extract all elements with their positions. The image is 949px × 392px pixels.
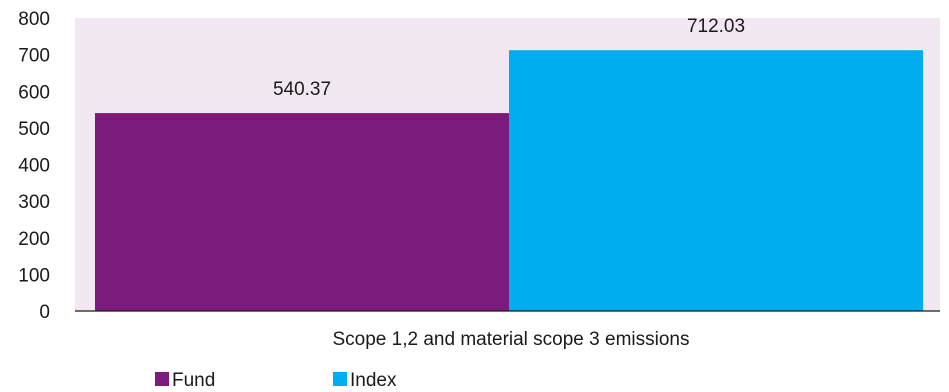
- y-tick-label: 300: [18, 192, 50, 213]
- legend-swatch: [333, 372, 347, 386]
- y-tick-label: 200: [18, 229, 50, 250]
- legend-item-index: Index: [333, 370, 397, 391]
- bar-fund: [95, 113, 509, 312]
- y-tick-label: 700: [18, 46, 50, 67]
- y-tick-label: 0: [39, 302, 50, 323]
- data-label-fund: 540.37: [273, 79, 331, 100]
- y-tick-label: 500: [18, 119, 50, 140]
- y-tick-label: 800: [18, 9, 50, 30]
- y-axis-ticks: 0 100 200 300 400 500 600 700 800: [18, 9, 50, 323]
- legend: Fund Index: [155, 370, 397, 391]
- y-tick-label: 100: [18, 265, 50, 286]
- y-tick-label: 600: [18, 82, 50, 103]
- bars: [95, 50, 923, 312]
- data-label-index: 712.03: [687, 16, 745, 37]
- legend-item-fund: Fund: [155, 370, 215, 391]
- legend-label: Index: [350, 370, 397, 391]
- y-tick-label: 400: [18, 156, 50, 177]
- legend-swatch: [155, 372, 169, 386]
- legend-label: Fund: [172, 370, 215, 391]
- data-labels: 540.37 712.03: [273, 16, 745, 100]
- bar-index: [509, 50, 923, 311]
- x-category-label: Scope 1,2 and material scope 3 emissions: [333, 329, 690, 350]
